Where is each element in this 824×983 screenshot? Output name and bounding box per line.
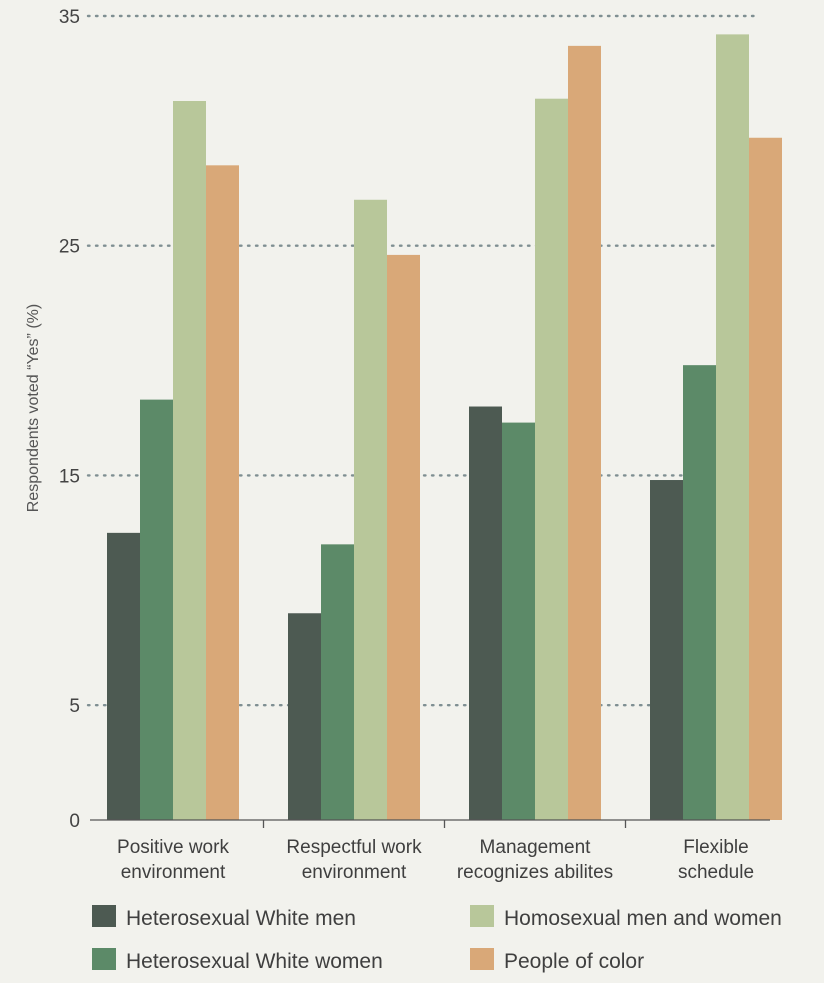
legend-label: Heterosexual White men — [126, 907, 356, 930]
bar — [173, 100, 206, 821]
x-tick-label: schedule — [678, 862, 754, 883]
legend-label: Homosexual men and women — [504, 907, 782, 930]
x-tick-label: Positive work — [117, 837, 229, 858]
bar — [354, 199, 387, 820]
legend-swatch — [470, 948, 494, 970]
y-axis-label: Respondents voted “Yes” (%) — [25, 304, 42, 512]
y-tick-labels: 0 5 15 25 35 — [59, 7, 80, 832]
x-tick-label: Management — [480, 837, 592, 858]
legend-swatch — [92, 905, 116, 927]
bar — [206, 165, 239, 821]
bar — [107, 532, 140, 820]
x-tick-labels: Positive work environment Respectful work e… — [117, 837, 754, 883]
legend-label: People of color — [504, 950, 644, 973]
legend-swatch — [470, 905, 494, 927]
legend-swatch — [92, 948, 116, 970]
x-axis — [90, 819, 770, 828]
y-tick-label: 5 — [69, 696, 80, 717]
x-tick-label: Respectful work — [286, 837, 422, 858]
bar — [469, 406, 502, 820]
y-tick-label: 25 — [59, 237, 80, 258]
bar — [288, 613, 321, 820]
bar — [321, 544, 354, 820]
bar — [650, 480, 683, 820]
x-tick-label: recognizes abilites — [457, 862, 613, 883]
x-tick-label: Flexible — [683, 837, 748, 858]
y-tick-label: 0 — [69, 811, 80, 832]
y-tick-label: 35 — [59, 7, 80, 28]
bar — [535, 98, 568, 820]
x-tick-label: environment — [121, 862, 226, 883]
bar — [568, 45, 601, 821]
legend: Heterosexual White men Heterosexual White… — [92, 905, 782, 973]
bar — [683, 365, 716, 820]
bar — [140, 399, 173, 820]
bar — [749, 137, 782, 821]
bar — [502, 422, 535, 820]
y-tick-label: 15 — [59, 466, 80, 487]
x-tick-label: environment — [302, 862, 407, 883]
bars — [107, 34, 782, 821]
bar — [716, 34, 749, 821]
legend-label: Heterosexual White women — [126, 950, 383, 973]
bar — [387, 254, 420, 821]
